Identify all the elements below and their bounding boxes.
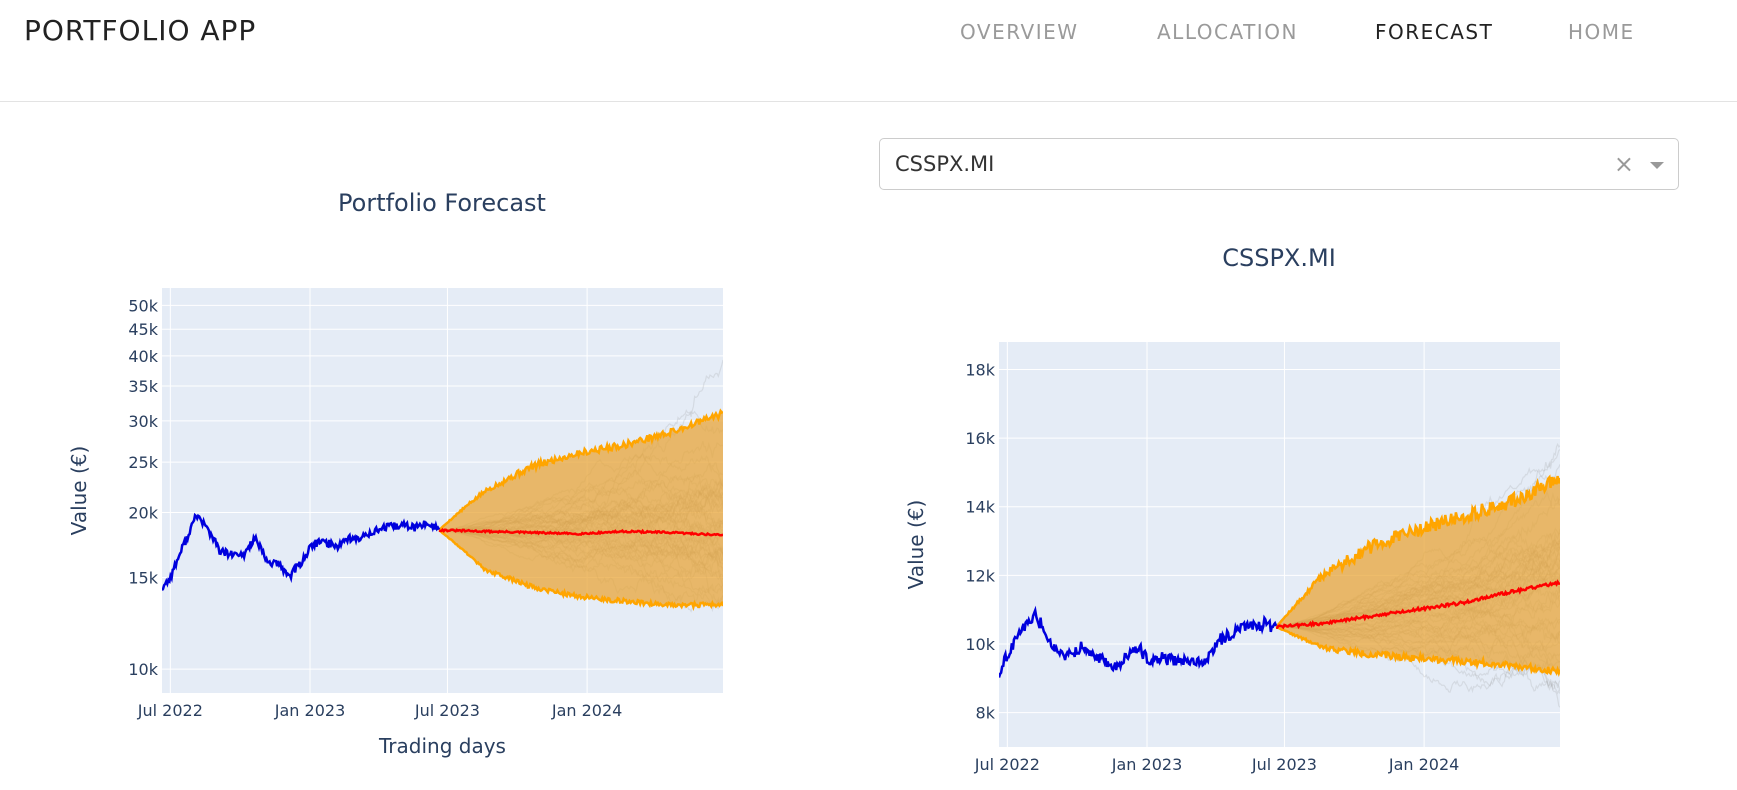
y-axis-label: Value (€): [904, 500, 928, 590]
navbar: PORTFOLIO APP OVERVIEW ALLOCATION FORECA…: [0, 0, 1737, 102]
ticker-forecast-chart: CSSPX.MI 8k 10k 12k 14k 16k 18k Jul 2022 Jan 202…: [904, 244, 1560, 774]
y-tick-label: 12k: [965, 566, 995, 585]
x-tick-label: Jan 2023: [274, 701, 345, 720]
y-tick-label: 35k: [128, 377, 158, 396]
nav-link-home[interactable]: HOME: [1568, 20, 1635, 44]
upper-bound-line: [438, 408, 723, 532]
y-tick-label: 16k: [965, 429, 995, 448]
confidence-band-fill: [439, 411, 723, 607]
y-tick-label: 40k: [128, 347, 158, 366]
x-tick-label: Jan 2024: [1388, 755, 1459, 774]
median-forecast-line: [1275, 579, 1560, 630]
y-tick-label: 25k: [128, 453, 158, 472]
y-tick-label: 10k: [128, 660, 158, 679]
y-tick-label: 10k: [965, 635, 995, 654]
x-tick-label: Jan 2023: [1111, 755, 1182, 774]
confidence-band-fill: [1276, 476, 1560, 674]
chart-title: Portfolio Forecast: [338, 189, 546, 217]
app-brand[interactable]: PORTFOLIO APP: [24, 14, 257, 47]
y-tick-label: 14k: [965, 498, 995, 517]
historical-value-line: [162, 512, 441, 591]
caret-down-icon[interactable]: [1650, 162, 1664, 169]
upper-bound-line: [1275, 474, 1560, 628]
x-tick-label: Jul 2023: [414, 701, 480, 720]
nav-link-forecast[interactable]: FORECAST: [1375, 20, 1494, 44]
ticker-dropdown[interactable]: CSSPX.MI ×: [879, 138, 1679, 190]
y-axis-label: Value (€): [67, 446, 91, 536]
plot-content: [162, 359, 723, 613]
median-forecast-line: [438, 527, 723, 537]
y-tick-label: 15k: [128, 569, 158, 588]
portfolio-forecast-chart: Portfolio Forecast 10k 15k 20k 25k 30k 35k 40k 4…: [67, 189, 723, 758]
y-tick-label: 18k: [965, 360, 995, 379]
x-tick-label: Jul 2022: [137, 701, 203, 720]
nav-link-allocation[interactable]: ALLOCATION: [1157, 20, 1298, 44]
chart-title: CSSPX.MI: [1222, 244, 1336, 272]
y-tick-label: 20k: [128, 504, 158, 523]
x-axis-label: Trading days: [378, 734, 506, 758]
x-tick-label: Jan 2024: [551, 701, 622, 720]
historical-value-line: [999, 605, 1278, 678]
lower-bound-line: [1275, 625, 1560, 678]
y-tick-label: 8k: [976, 704, 996, 723]
dropdown-selected-value: CSSPX.MI: [895, 152, 995, 176]
nav-link-overview[interactable]: OVERVIEW: [960, 20, 1079, 44]
y-tick-label: 30k: [128, 412, 158, 431]
y-tick-label: 50k: [128, 296, 158, 315]
close-icon[interactable]: ×: [1613, 150, 1634, 178]
y-tick-label: 45k: [128, 320, 158, 339]
x-tick-label: Jul 2022: [974, 755, 1040, 774]
x-tick-label: Jul 2023: [1251, 755, 1317, 774]
plot-content: [999, 442, 1560, 708]
lower-bound-line: [438, 529, 723, 612]
